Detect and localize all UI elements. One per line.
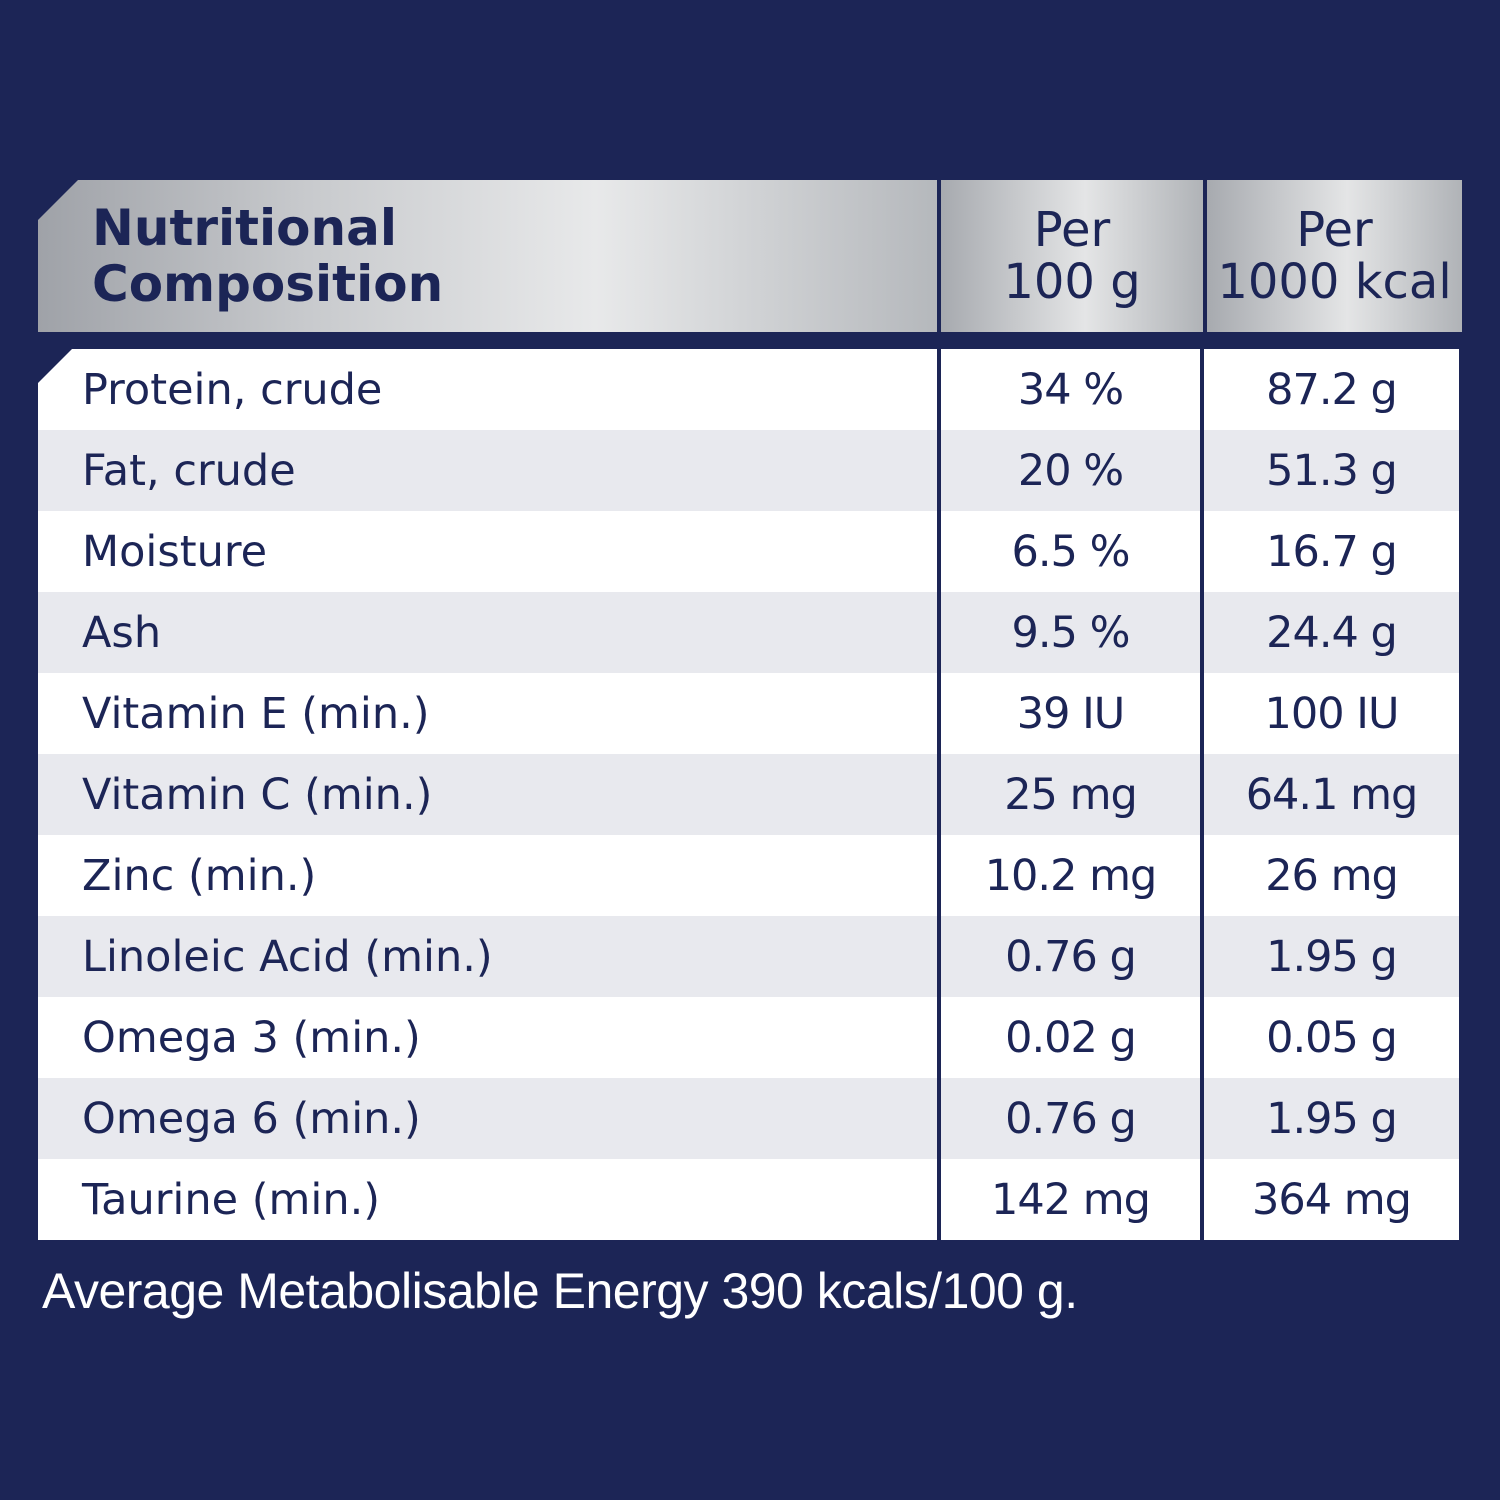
header-label-line2: Composition xyxy=(92,255,444,313)
value-per-1000kcal: 364 mg xyxy=(1204,1159,1459,1240)
table-row: Vitamin E (min.) 39 IU 100 IU xyxy=(38,673,1459,754)
value-per-100g: 10.2 mg xyxy=(941,835,1200,916)
nutrient-label: Fat, crude xyxy=(38,430,937,511)
table-row: Zinc (min.) 10.2 mg 26 mg xyxy=(38,835,1459,916)
nutrition-table: Nutritional Composition Per 100 g Per 10… xyxy=(38,180,1462,1240)
table-row: Omega 3 (min.) 0.02 g 0.05 g xyxy=(38,997,1459,1078)
value-per-1000kcal: 51.3 g xyxy=(1204,430,1459,511)
nutrient-label: Taurine (min.) xyxy=(38,1159,937,1240)
value-per-100g: 39 IU xyxy=(941,673,1200,754)
value-per-1000kcal: 87.2 g xyxy=(1204,349,1459,430)
nutrient-label: Vitamin E (min.) xyxy=(38,673,937,754)
value-per-100g: 20 % xyxy=(941,430,1200,511)
nutrient-label: Zinc (min.) xyxy=(38,835,937,916)
nutrient-label: Omega 6 (min.) xyxy=(38,1078,937,1159)
table-header: Nutritional Composition Per 100 g Per 10… xyxy=(38,180,1462,332)
value-per-100g: 0.76 g xyxy=(941,1078,1200,1159)
value-per-1000kcal: 26 mg xyxy=(1204,835,1459,916)
value-per-100g: 0.76 g xyxy=(941,916,1200,997)
table-row: Linoleic Acid (min.) 0.76 g 1.95 g xyxy=(38,916,1459,997)
header-nutritional-composition: Nutritional Composition xyxy=(38,180,937,332)
nutrient-label: Omega 3 (min.) xyxy=(38,997,937,1078)
value-per-1000kcal: 24.4 g xyxy=(1204,592,1459,673)
nutrient-label: Linoleic Acid (min.) xyxy=(38,916,937,997)
value-per-100g: 142 mg xyxy=(941,1159,1200,1240)
header-col2-line1: Per xyxy=(1296,202,1373,258)
value-per-1000kcal: 16.7 g xyxy=(1204,511,1459,592)
table-row: Vitamin C (min.) 25 mg 64.1 mg xyxy=(38,754,1459,835)
table-row: Fat, crude 20 % 51.3 g xyxy=(38,430,1459,511)
value-per-1000kcal: 100 IU xyxy=(1204,673,1459,754)
header-per-1000kcal: Per 1000 kcal xyxy=(1207,180,1462,332)
header-label-line1: Nutritional xyxy=(92,199,398,257)
value-per-1000kcal: 1.95 g xyxy=(1204,916,1459,997)
nutrient-label: Ash xyxy=(38,592,937,673)
value-per-100g: 34 % xyxy=(941,349,1200,430)
value-per-100g: 6.5 % xyxy=(941,511,1200,592)
value-per-1000kcal: 1.95 g xyxy=(1204,1078,1459,1159)
table-body: Protein, crude 34 % 87.2 g Fat, crude 20… xyxy=(38,349,1459,1240)
energy-footnote: Average Metabolisable Energy 390 kcals/1… xyxy=(42,1263,1078,1319)
value-per-100g: 0.02 g xyxy=(941,997,1200,1078)
header-col2-line2: 1000 kcal xyxy=(1217,254,1452,310)
header-col1-line1: Per xyxy=(1033,202,1111,258)
value-per-100g: 9.5 % xyxy=(941,592,1200,673)
table-row: Moisture 6.5 % 16.7 g xyxy=(38,511,1459,592)
table-row: Ash 9.5 % 24.4 g xyxy=(38,592,1459,673)
nutrient-label: Vitamin C (min.) xyxy=(38,754,937,835)
header-col1-line2: 100 g xyxy=(1003,254,1141,310)
nutrient-label: Protein, crude xyxy=(38,349,937,430)
header-per-100g: Per 100 g xyxy=(941,180,1203,332)
table-row: Protein, crude 34 % 87.2 g xyxy=(38,349,1459,430)
nutrient-label: Moisture xyxy=(38,511,937,592)
value-per-100g: 25 mg xyxy=(941,754,1200,835)
table-row: Taurine (min.) 142 mg 364 mg xyxy=(38,1159,1459,1240)
value-per-1000kcal: 64.1 mg xyxy=(1204,754,1459,835)
value-per-1000kcal: 0.05 g xyxy=(1204,997,1459,1078)
table-row: Omega 6 (min.) 0.76 g 1.95 g xyxy=(38,1078,1459,1159)
